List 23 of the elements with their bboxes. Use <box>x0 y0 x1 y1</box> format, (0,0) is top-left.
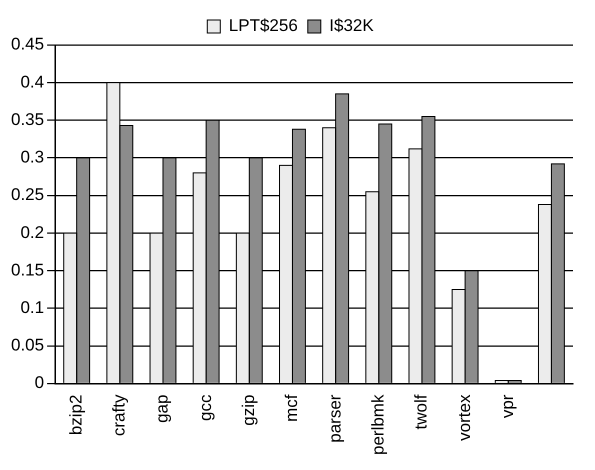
x-tick-label: twolf <box>412 394 431 430</box>
x-tick-label: crafty <box>110 394 129 436</box>
y-tick-label: 0.45 <box>10 34 44 54</box>
x-tick-label: gzip <box>238 394 258 426</box>
y-tick-label: 0.25 <box>10 185 44 204</box>
legend-label: I$32K <box>329 16 374 36</box>
y-tick-label: 0.2 <box>20 222 44 242</box>
legend-label: LPT$256 <box>228 16 298 36</box>
y-tick-label: 0.1 <box>20 298 44 317</box>
y-tick-label: 0.05 <box>10 336 44 355</box>
x-tick-label: parser <box>325 394 344 443</box>
y-tick-label: 0.15 <box>10 260 44 280</box>
x-tick-label: perlbmk <box>368 394 388 456</box>
x-tick-label: bzip2 <box>66 394 86 436</box>
x-tick-label: mcf <box>282 394 302 422</box>
y-tick-label: 0.35 <box>10 110 44 129</box>
y-tick-label: 0.4 <box>20 72 44 92</box>
x-tick-label: vortex <box>454 394 474 441</box>
x-tick-label: gap <box>152 394 172 423</box>
y-tick-label: 0.3 <box>20 148 44 167</box>
x-tick-label: vpr <box>498 394 517 418</box>
x-tick-label: gcc <box>196 394 215 422</box>
y-tick-label: 0 <box>34 373 44 392</box>
